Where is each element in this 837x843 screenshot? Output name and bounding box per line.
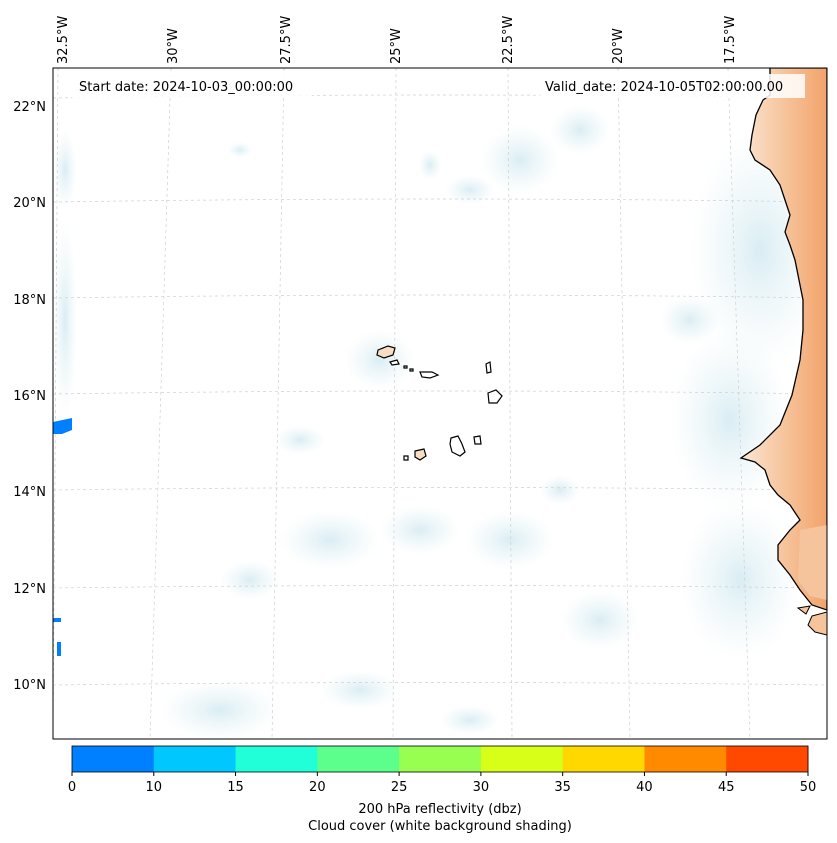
colorbar-tick-label: 15 <box>227 780 244 795</box>
colorbar-tick-label: 0 <box>68 780 76 795</box>
lon-label: 20°W <box>611 28 626 64</box>
colorbar-segment <box>235 746 318 772</box>
lon-label: 17.5°W <box>723 16 738 64</box>
colorbar-tick-label: 40 <box>636 780 653 795</box>
colorbar-tick-label: 10 <box>146 780 163 795</box>
colorbar-border <box>71 745 809 773</box>
lat-label: 20°N <box>13 196 46 211</box>
colorbar-tick-label: 25 <box>391 780 408 795</box>
colorbar-segment <box>644 746 727 772</box>
colorbar-tick-label: 35 <box>554 780 571 795</box>
lon-label: 32.5°W <box>56 16 71 64</box>
colorbar-tick-label: 50 <box>800 780 817 795</box>
colorbar <box>71 745 809 773</box>
longitude-labels: 32.5°W 30°W 27.5°W 25°W 22.5°W 20°W 17.5… <box>56 16 738 64</box>
start-date-label: Start date: 2024-10-03_00:00:00 <box>79 80 293 95</box>
lat-label: 18°N <box>13 293 46 308</box>
colorbar-segment <box>72 746 155 772</box>
valid-date-box <box>540 74 805 98</box>
lat-label: 16°N <box>13 389 46 404</box>
colorbar-ticks: 0 10 15 20 25 30 35 40 45 50 <box>68 772 816 795</box>
colorbar-tick-label: 30 <box>473 780 490 795</box>
colorbar-segment <box>399 746 482 772</box>
colorbar-label-line2: Cloud cover (white background shading) <box>308 819 572 834</box>
colorbar-segment <box>153 746 237 772</box>
colorbar-segment <box>562 746 645 772</box>
colorbar-tick-label: 45 <box>718 780 735 795</box>
valid-date-label: Valid_date: 2024-10-05T02:00:00.00 <box>545 80 783 95</box>
lon-label: 27.5°W <box>279 16 294 64</box>
reflectivity-cells <box>53 418 72 656</box>
latitude-labels: 22°N 20°N 18°N 16°N 14°N 12°N 10°N <box>13 100 46 693</box>
colorbar-tick-label: 20 <box>309 780 326 795</box>
lat-label: 14°N <box>13 485 46 500</box>
colorbar-segment <box>726 746 809 772</box>
colorbar-segment <box>317 746 400 772</box>
lon-label: 30°W <box>166 28 181 64</box>
cape-verde-islands <box>376 345 503 461</box>
lat-label: 12°N <box>13 582 46 597</box>
africa-coast <box>739 68 827 636</box>
lon-label: 25°W <box>389 28 404 64</box>
lon-label: 22.5°W <box>501 16 516 64</box>
map-layers <box>53 68 827 739</box>
start-date-box <box>72 74 312 98</box>
lat-label: 22°N <box>13 100 46 115</box>
map-frame <box>52 67 828 740</box>
lat-label: 10°N <box>13 678 46 693</box>
colorbar-segment <box>480 746 564 772</box>
colorbar-label-line1: 200 hPa reflectivity (dbz) <box>358 802 521 817</box>
